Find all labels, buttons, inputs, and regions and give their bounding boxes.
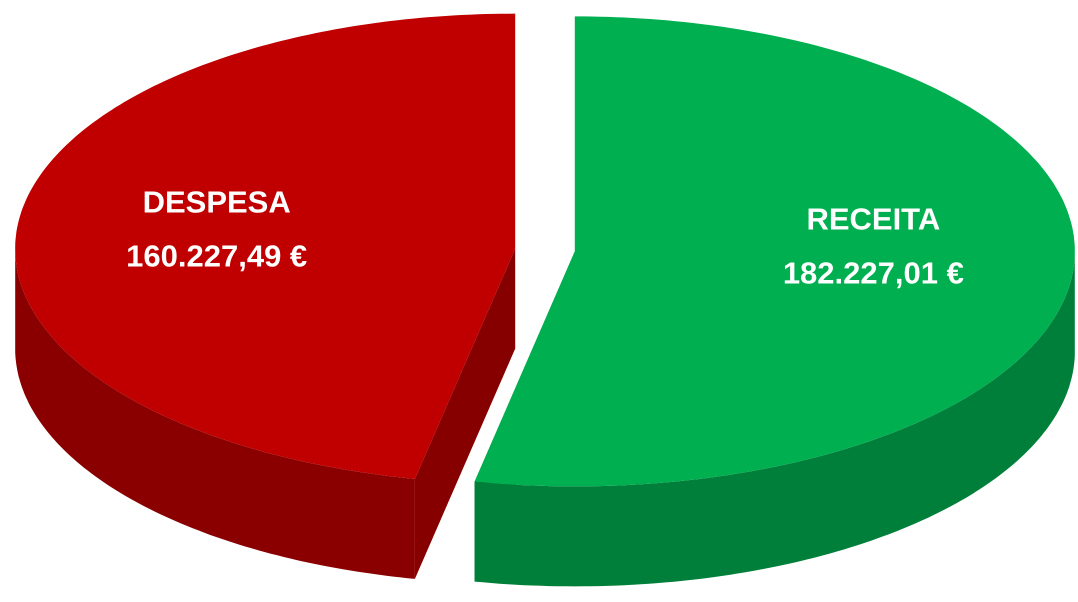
slice-value-label: 182.227,01 € [783, 256, 964, 291]
slice-label: RECEITA [806, 202, 940, 237]
slice-value-label: 160.227,49 € [126, 239, 307, 274]
slice-side [15, 249, 415, 579]
slice [474, 16, 1075, 487]
slice-label: DESPESA [143, 185, 291, 220]
slice-cut-face [414, 248, 516, 579]
slice [15, 13, 516, 479]
slice-side [474, 251, 1075, 587]
